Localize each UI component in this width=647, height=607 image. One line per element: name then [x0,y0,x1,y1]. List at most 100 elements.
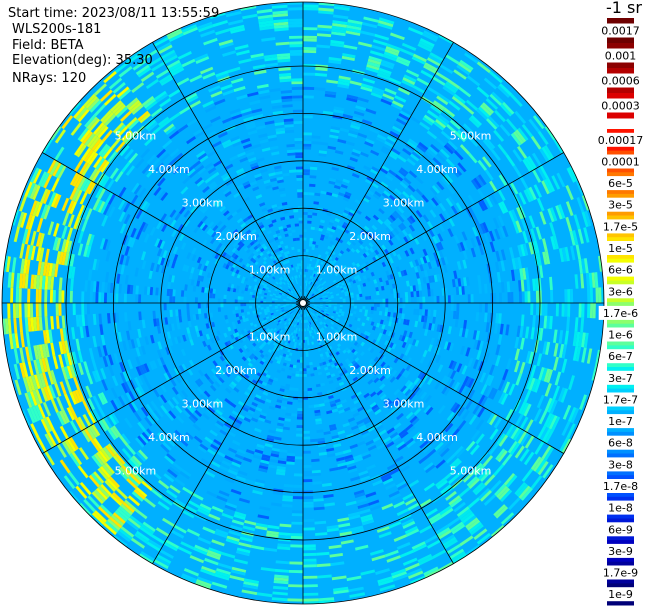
range-gate [100,483,112,497]
range-gate [300,357,303,360]
range-gate [401,42,417,51]
range-gate [393,357,400,364]
range-gate [415,388,423,397]
range-gate [323,311,327,314]
range-gate [225,538,239,545]
range-gate [180,290,185,297]
range-gate [30,274,35,289]
range-gate [142,521,156,532]
range-gate [165,216,172,225]
range-gate [429,186,438,196]
range-gate [261,335,265,340]
range-gate [291,373,296,377]
range-gate [242,584,259,590]
range-gate [280,385,286,390]
range-gate [303,518,315,522]
range-gate [58,410,68,425]
range-gate [431,275,435,283]
range-gate [374,283,379,288]
range-gate [58,277,63,291]
range-gate [523,451,535,466]
range-gate [409,115,421,125]
range-gate [367,61,381,68]
range-gate [50,370,57,384]
range-gate [376,303,380,307]
range-gate [497,379,505,391]
range-gate [384,311,388,317]
range-gate [311,458,320,463]
range-gate [411,339,417,346]
range-gate [539,328,544,341]
range-gate [177,224,184,232]
range-gate [82,179,92,192]
range-gate [329,219,335,224]
range-gate [84,133,96,146]
range-gate [385,303,389,308]
range-gate [401,229,408,237]
range-gate [91,138,102,151]
range-gate [365,231,372,237]
range-gate [30,317,35,332]
range-gate [250,257,255,262]
range-gate [346,247,351,253]
range-gate [286,304,289,306]
range-gate [357,132,368,139]
range-gate [174,429,184,439]
range-gate [452,310,457,320]
range-gate [361,516,374,523]
range-gate [48,329,53,343]
range-gate [169,289,173,297]
range-gate [449,457,460,468]
range-gate [541,445,552,460]
range-gate [11,257,17,273]
range-gate [215,335,220,342]
range-gate [541,428,552,443]
range-gate [484,474,496,486]
range-gate [115,312,120,323]
range-gate [363,392,370,399]
range-gate [61,115,74,130]
range-gate [92,408,101,421]
range-gate [445,490,457,501]
range-gate [565,185,574,201]
range-gate [405,364,412,372]
range-gate [495,448,506,461]
range-gate [225,264,230,270]
range-gate [182,264,187,272]
range-gate [66,352,73,366]
range-gate [72,303,76,316]
range-gate [309,240,313,244]
range-gate [230,488,242,495]
range-gate [205,408,214,416]
range-gate [306,365,310,369]
range-gate [317,392,323,396]
range-gate [170,529,185,539]
range-gate [264,353,269,358]
range-gate [181,399,189,408]
range-gate [368,499,380,506]
range-gate [257,334,261,339]
range-gate [394,188,402,196]
range-gate [275,281,279,285]
range-gate [214,573,230,581]
range-gate [111,492,125,504]
range-gate [523,189,532,203]
range-gate [346,240,352,246]
range-gate [419,38,435,48]
range-gate [318,329,322,333]
range-gate [44,275,49,290]
range-gate [337,430,346,435]
range-gate [165,346,171,355]
range-gate [389,316,393,322]
range-gate [71,451,83,466]
range-gate [176,336,182,344]
range-gate [217,307,221,312]
range-gate [250,353,256,358]
range-gate [393,293,397,299]
range-gate [462,104,475,115]
range-gate [160,192,169,201]
range-gate [347,336,352,341]
range-gate [472,215,480,226]
range-gate [29,407,38,423]
range-gate [587,288,591,303]
